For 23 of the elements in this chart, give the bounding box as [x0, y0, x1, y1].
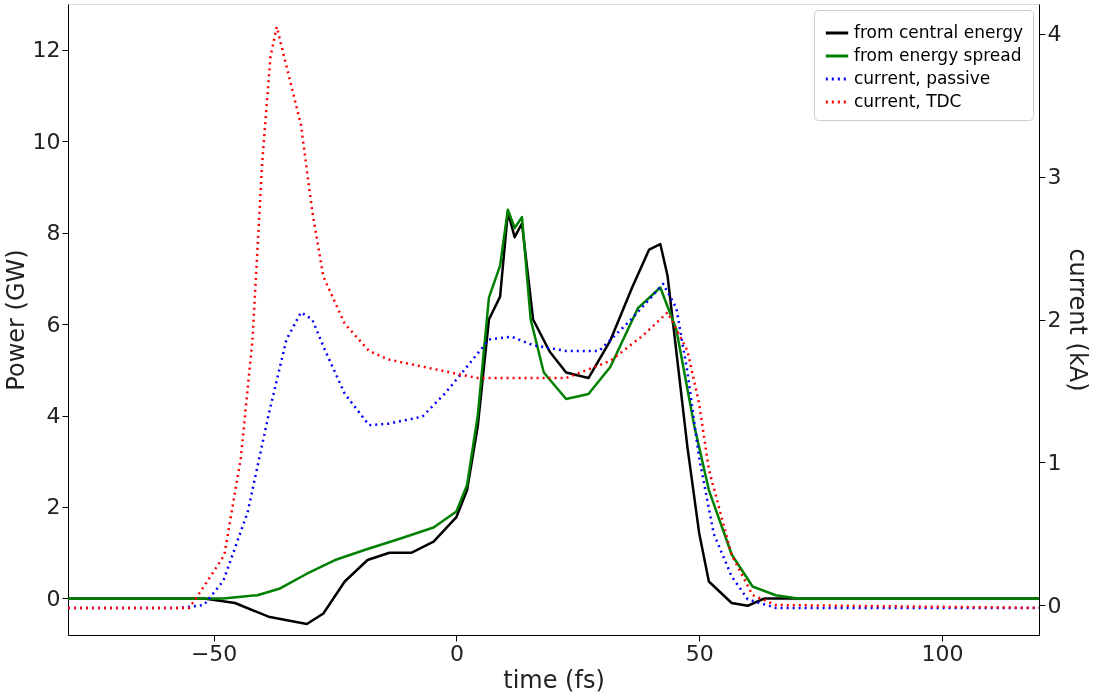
- x-tick-label: 100: [921, 640, 964, 666]
- y-tick-label: 8: [46, 220, 61, 246]
- x-tick-label: 0: [449, 640, 464, 666]
- legend-label: from central energy: [854, 22, 1023, 42]
- y-tick-label: 6: [46, 311, 61, 337]
- y-tick-label: 0: [46, 585, 61, 611]
- y2-axis-title: current (kA): [1064, 248, 1093, 392]
- x-tick-label: −50: [190, 640, 238, 666]
- y2-tick-label: 4: [1047, 21, 1062, 47]
- y2-tick-label: 1: [1047, 449, 1062, 475]
- y2-tick-label: 0: [1047, 592, 1062, 618]
- legend-label: current, passive: [854, 68, 991, 88]
- y2-tick-label: 3: [1047, 164, 1062, 190]
- legend-label: current, TDC: [854, 91, 962, 111]
- x-axis-title: time (fs): [503, 665, 605, 694]
- x-tick-label: 50: [685, 640, 714, 666]
- y-axis-title: Power (GW): [1, 249, 30, 391]
- legend-label: from energy spread: [854, 45, 1022, 65]
- y-tick-label: 4: [46, 403, 61, 429]
- y2-tick-label: 2: [1047, 307, 1062, 332]
- y-tick-label: 12: [32, 37, 61, 63]
- y-tick-label: 10: [32, 128, 61, 154]
- y-tick-label: 2: [46, 494, 61, 520]
